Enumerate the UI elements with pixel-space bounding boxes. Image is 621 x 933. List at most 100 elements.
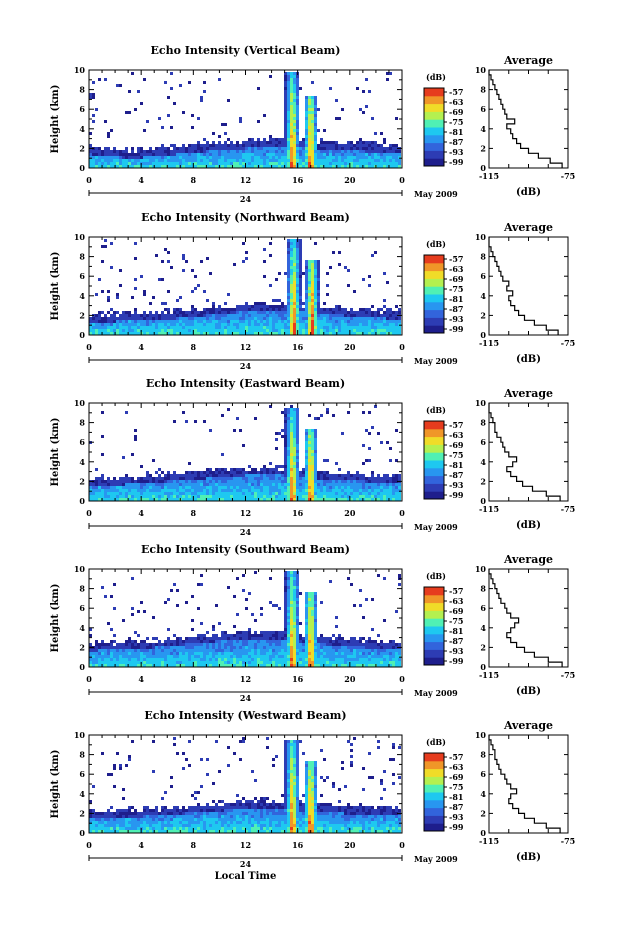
- x-tick-label: 12: [240, 342, 251, 352]
- heatmap-cell: [113, 634, 116, 637]
- heatmap-cell: [209, 492, 212, 495]
- heatmap-cell: [158, 489, 161, 492]
- heatmap-cell: [152, 156, 155, 159]
- heatmap-cell: [185, 489, 188, 492]
- heatmap-cell: [218, 649, 221, 652]
- heatmap-cell: [317, 471, 320, 474]
- heatmap-cell: [284, 426, 287, 429]
- heatmap-cell: [248, 483, 251, 486]
- heatmap-cell: [350, 162, 353, 165]
- heatmap-cell: [137, 323, 140, 326]
- heatmap-cell: [314, 314, 317, 317]
- heatmap-cell: [380, 147, 383, 150]
- heatmap-cell: [257, 480, 260, 483]
- heatmap-cell: [176, 477, 179, 480]
- heatmap-cell: [200, 652, 203, 655]
- heatmap-cell: [284, 329, 287, 332]
- heatmap-cell: [218, 480, 221, 483]
- heatmap-cell: [149, 661, 152, 664]
- heatmap-cell: [134, 646, 137, 649]
- heatmap-cell: [203, 495, 206, 498]
- heatmap-cell: [311, 323, 314, 326]
- heatmap-cell: [290, 317, 293, 320]
- heatmap-cell: [287, 239, 290, 242]
- heatmap-cell: [374, 329, 377, 332]
- heatmap-cell: [98, 492, 101, 495]
- heatmap-cell: [320, 156, 323, 159]
- heatmap-cell: [395, 329, 398, 332]
- y-tick-label: 10: [74, 398, 86, 408]
- heatmap-cell: [350, 159, 353, 162]
- heatmap-cell: [236, 486, 239, 489]
- heatmap-cell: [284, 141, 287, 144]
- heatmap-cell: [227, 486, 230, 489]
- heatmap-cell: [389, 477, 392, 480]
- heatmap-cell: [167, 162, 170, 165]
- heatmap-cell: [338, 468, 341, 471]
- heatmap-cell: [212, 655, 215, 658]
- heatmap-cell: [293, 658, 296, 661]
- heatmap-cell: [263, 495, 266, 498]
- heatmap-cell: [281, 150, 284, 153]
- heatmap-cell: [158, 646, 161, 649]
- heatmap-cell: [284, 589, 287, 592]
- heatmap-cell: [248, 652, 251, 655]
- heatmap-cell: [305, 147, 308, 150]
- heatmap-cell: [197, 474, 200, 477]
- heatmap-cell: [383, 495, 386, 498]
- heatmap-cell: [371, 483, 374, 486]
- heatmap-cell: [239, 311, 242, 314]
- heatmap-cell: [218, 655, 221, 658]
- heatmap-cell: [149, 492, 152, 495]
- heatmap-cell: [314, 114, 317, 117]
- heatmap-cell: [272, 637, 275, 640]
- heatmap-cell: [323, 471, 326, 474]
- heatmap-cell: [308, 598, 311, 601]
- heatmap-cell: [248, 465, 251, 468]
- heatmap-cell: [245, 652, 248, 655]
- heatmap-cell: [281, 138, 284, 141]
- heatmap-cell: [155, 326, 158, 329]
- heatmap-cell: [191, 305, 194, 308]
- heatmap-cell: [305, 323, 308, 326]
- heatmap-cell: [284, 105, 287, 108]
- heatmap-cell: [293, 251, 296, 254]
- heatmap-cell: [278, 311, 281, 314]
- heatmap-cell: [305, 474, 308, 477]
- heatmap-cell: [365, 495, 368, 498]
- heatmap-cell: [320, 314, 323, 317]
- heatmap-cell: [335, 477, 338, 480]
- heatmap-cell: [113, 323, 116, 326]
- heatmap-cell: [125, 486, 128, 489]
- heatmap-cell: [308, 96, 311, 99]
- y-tick-label: 2: [79, 143, 85, 153]
- heatmap-cell: [359, 320, 362, 323]
- heatmap-cell: [173, 308, 176, 311]
- heatmap-cell: [263, 468, 266, 471]
- heatmap-cell: [332, 159, 335, 162]
- heatmap-cell: [296, 643, 299, 646]
- heatmap-cell: [194, 162, 197, 165]
- heatmap-cell: [206, 162, 209, 165]
- heatmap-cell: [329, 150, 332, 153]
- heatmap-cell: [152, 649, 155, 652]
- heatmap-cell: [326, 471, 329, 474]
- heatmap-cell: [155, 486, 158, 489]
- heatmap-cell: [290, 299, 293, 302]
- heatmap-cell: [110, 658, 113, 661]
- heatmap-cell: [281, 302, 284, 305]
- heatmap-cell: [209, 159, 212, 162]
- heatmap-cell: [221, 123, 224, 126]
- heatmap-cell: [179, 643, 182, 646]
- heatmap-cell: [290, 138, 293, 141]
- heatmap-cell: [167, 492, 170, 495]
- heatmap-cell: [251, 483, 254, 486]
- heatmap-cell: [116, 658, 119, 661]
- heatmap-cell: [230, 162, 233, 165]
- heatmap-cell: [236, 308, 239, 311]
- heatmap-cell: [278, 308, 281, 311]
- panel-title: Echo Intensity (Eastward Beam): [146, 377, 345, 390]
- heatmap-cell: [200, 320, 203, 323]
- heatmap-cell: [296, 634, 299, 637]
- heatmap-cell: [383, 329, 386, 332]
